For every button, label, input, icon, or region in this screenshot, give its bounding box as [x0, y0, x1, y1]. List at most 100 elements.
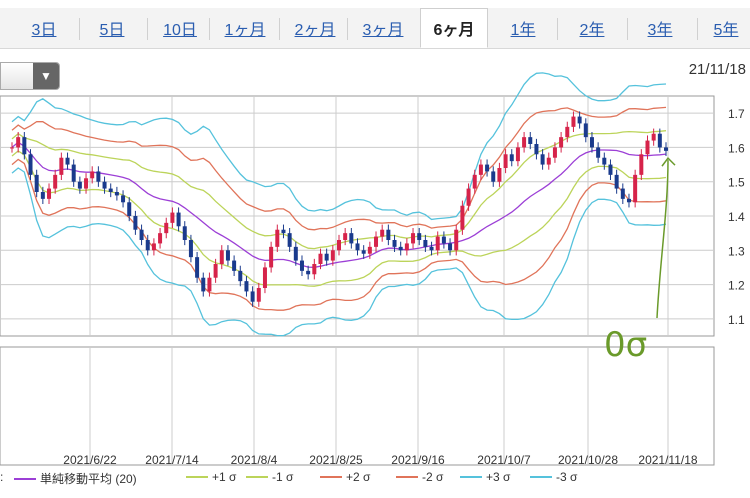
candle-body [188, 240, 193, 258]
candle-body [565, 126, 570, 138]
candle-body [559, 137, 564, 148]
x-tick-label: 2021/10/7 [477, 453, 531, 467]
candle-body [127, 202, 132, 216]
candle-body [392, 240, 397, 247]
candle-body [176, 212, 181, 227]
legend-lead: : [0, 470, 4, 484]
candle-body [491, 171, 496, 182]
annotation-arrow [656, 160, 669, 319]
y-tick-label: 1.5 [728, 176, 745, 190]
sma-20-line [11, 141, 667, 269]
y-tick-label: 1.2 [728, 279, 745, 293]
tab-separator [347, 18, 348, 40]
candle-body [22, 137, 27, 155]
legend-label: +2 σ [346, 470, 371, 484]
candle-body [497, 168, 502, 182]
tab-8[interactable]: 2年 [579, 22, 605, 39]
candle-body [281, 229, 286, 234]
candle-body [28, 154, 33, 175]
minus-3-sigma-line [11, 167, 667, 337]
candle-body [343, 233, 348, 240]
candle-body [65, 157, 70, 165]
y-tick-label: 1.1 [728, 313, 745, 327]
legend-item: -3 σ [530, 470, 577, 484]
candle-body [441, 236, 446, 244]
zero-sigma-annotation: 0σ [604, 325, 647, 365]
legend-swatch [530, 476, 552, 478]
tab-separator [279, 18, 280, 40]
tab-6[interactable]: 6ヶ月 [420, 8, 488, 48]
candle-body [596, 147, 601, 158]
candle-body [374, 236, 379, 247]
tab-2[interactable]: 10日 [163, 22, 197, 39]
candle-body [77, 181, 82, 189]
x-tick-label: 2021/8/25 [309, 453, 363, 467]
candle-body [361, 250, 366, 254]
candle-body [540, 154, 545, 165]
x-tick-label: 2021/11/18 [638, 453, 697, 467]
candle-body [664, 147, 668, 151]
candle-body [657, 133, 662, 148]
legend-item: +1 σ [186, 470, 236, 484]
candle-body [250, 291, 255, 302]
candle-body [534, 144, 539, 155]
candle-body [651, 133, 656, 141]
candle-body [583, 123, 588, 138]
candle-body [244, 281, 249, 292]
candle-body [528, 137, 533, 144]
candle-body [509, 154, 514, 162]
candle-body [485, 164, 490, 172]
tab-1[interactable]: 5日 [99, 22, 125, 39]
legend-item: -2 σ [396, 470, 443, 484]
candle-body [47, 188, 52, 199]
candle-body [34, 174, 39, 192]
candle-body [546, 157, 551, 165]
minus-2-sigma-line [11, 158, 667, 311]
chart-type-dropdown[interactable]: ▼ [0, 62, 60, 90]
tab-5[interactable]: 3ヶ月 [362, 22, 404, 39]
tab-separator [209, 18, 210, 40]
annotation-arrowhead [661, 156, 676, 167]
candle-body [238, 270, 243, 282]
tab-10[interactable]: 5年 [713, 22, 739, 39]
tab-separator [557, 18, 558, 40]
candle-body [639, 154, 644, 175]
candle-body [53, 174, 58, 189]
candle-body [337, 240, 341, 251]
candle-body [90, 171, 95, 179]
candle-body [16, 137, 21, 148]
tab-0[interactable]: 3日 [31, 22, 57, 39]
plus-2-sigma-line [11, 106, 667, 231]
candle-body [478, 164, 483, 175]
legend-item: +2 σ [320, 470, 370, 484]
candle-body [571, 116, 576, 127]
candle-body [71, 164, 76, 182]
candle-body [645, 140, 650, 155]
chevron-down-icon[interactable]: ▼ [33, 63, 59, 89]
candle-body [417, 233, 422, 240]
candle-body [102, 181, 107, 189]
tab-3[interactable]: 1ヶ月 [224, 22, 266, 39]
legend-label: -1 σ [272, 470, 294, 484]
tab-4[interactable]: 2ヶ月 [294, 22, 336, 39]
candle-body [170, 212, 175, 223]
tab-separator [79, 18, 80, 40]
candle-body [466, 188, 471, 206]
candle-body [355, 243, 360, 251]
legend-swatch [186, 476, 208, 478]
candle-body [164, 222, 169, 234]
legend-label: +1 σ [212, 470, 237, 484]
candle-body [312, 264, 317, 275]
legend-swatch [320, 476, 342, 478]
candle-body [380, 229, 385, 237]
candle-body [133, 216, 138, 230]
candle-body [608, 164, 613, 175]
candle-body [626, 198, 631, 203]
tab-9[interactable]: 3年 [647, 22, 673, 39]
y-tick-label: 1.4 [728, 210, 745, 224]
tab-7[interactable]: 1年 [510, 22, 536, 39]
candle-body [201, 277, 206, 292]
candle-body [108, 188, 113, 192]
candle-body [275, 229, 280, 247]
